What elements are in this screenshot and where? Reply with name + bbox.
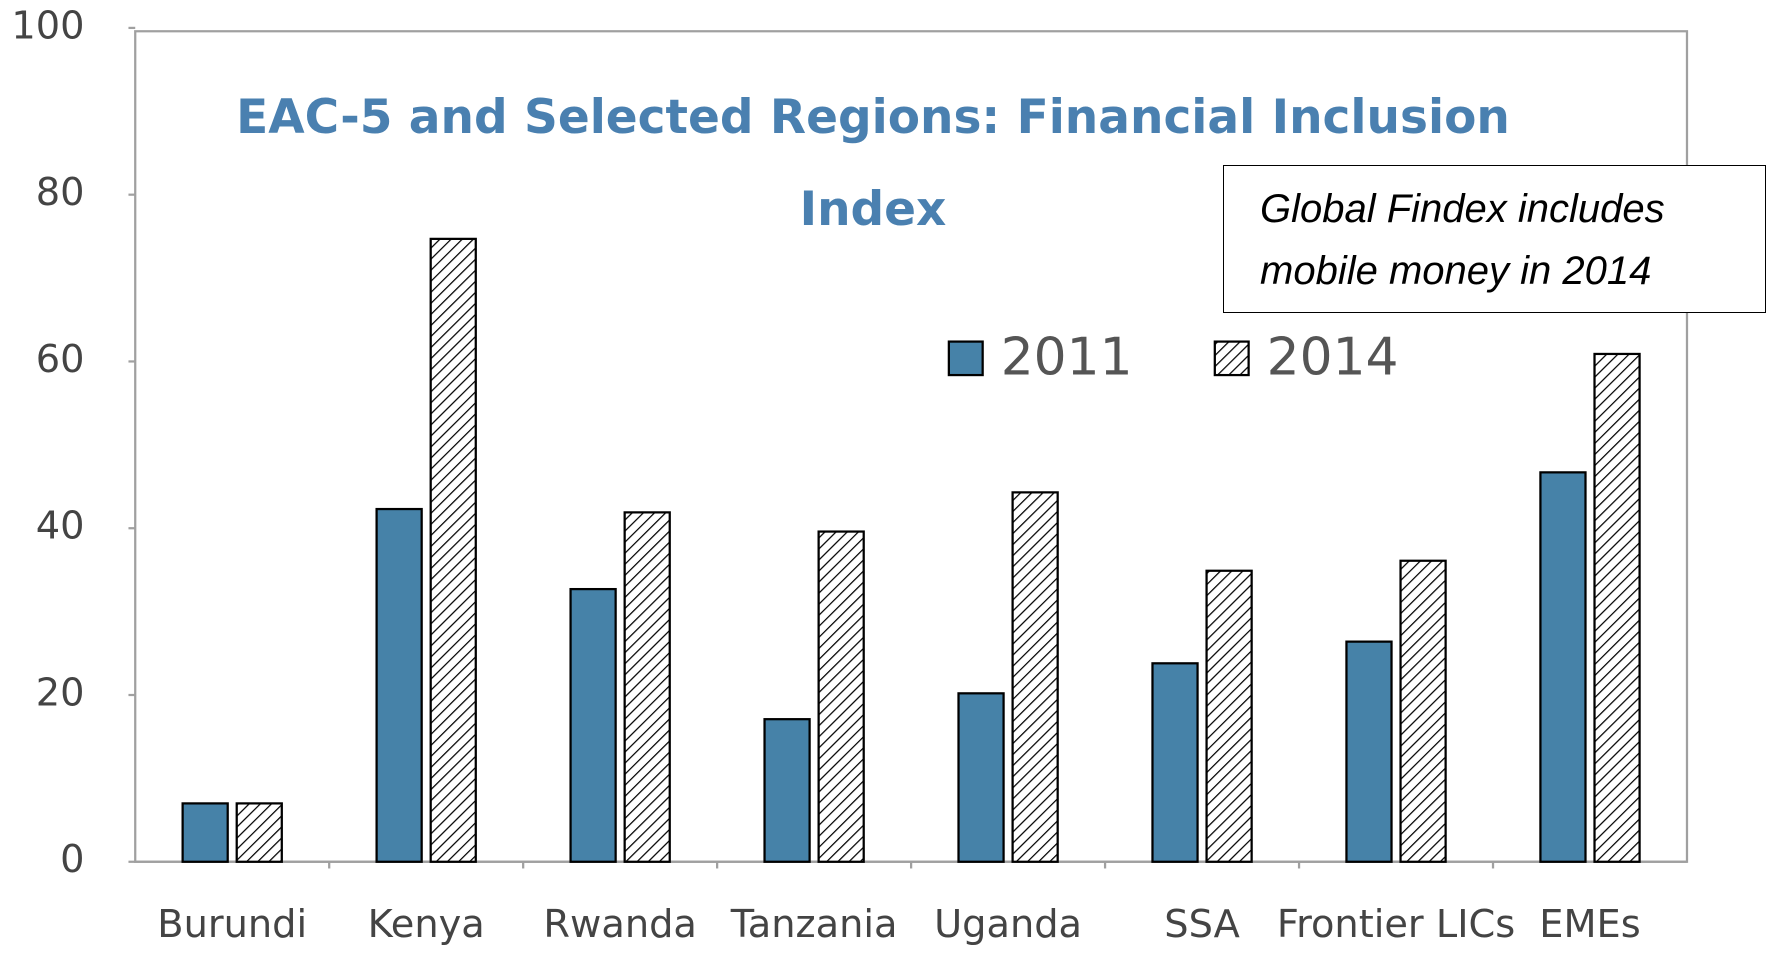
bar: [569, 587, 617, 863]
x-tick-label: Burundi: [157, 902, 307, 946]
y-tick-label: 20: [36, 671, 85, 715]
x-tick-label: Kenya: [368, 902, 485, 946]
bar: [1151, 662, 1199, 863]
x-tick-label: Frontier LICs: [1277, 902, 1515, 946]
x-tick-label: SSA: [1164, 902, 1240, 946]
bar: [429, 237, 477, 863]
legend-label: 2011: [1001, 328, 1133, 388]
bar: [623, 511, 671, 863]
bar: [1011, 491, 1059, 863]
bar: [763, 718, 811, 863]
bar: [1399, 559, 1447, 863]
bar: [181, 802, 229, 863]
bar: [1345, 640, 1393, 863]
x-tick-label: EMEs: [1539, 902, 1640, 946]
chart-title: EAC-5 and Selected Regions: Financial In…: [236, 90, 1510, 237]
bar: [1539, 471, 1587, 863]
y-tick-label: 80: [36, 170, 85, 214]
y-tick-label: 100: [11, 4, 84, 48]
bar: [957, 692, 1005, 863]
annotation: Global Findex includes mobile money in 2…: [1223, 165, 1766, 313]
bar: [375, 507, 423, 863]
bar: [1205, 569, 1253, 863]
legend-swatch: [947, 340, 984, 377]
bar: [817, 530, 865, 863]
x-tick-label: Uganda: [934, 902, 1082, 946]
legend-label: 2014: [1267, 328, 1399, 388]
bar: [235, 802, 283, 863]
y-tick-label: 40: [36, 504, 85, 548]
y-tick-label: 0: [60, 837, 84, 881]
y-tick-label: 60: [36, 337, 85, 381]
bar: [1593, 352, 1641, 863]
legend-swatch: [1213, 340, 1250, 377]
x-tick-label: Rwanda: [543, 902, 696, 946]
x-tick-label: Tanzania: [730, 902, 898, 946]
